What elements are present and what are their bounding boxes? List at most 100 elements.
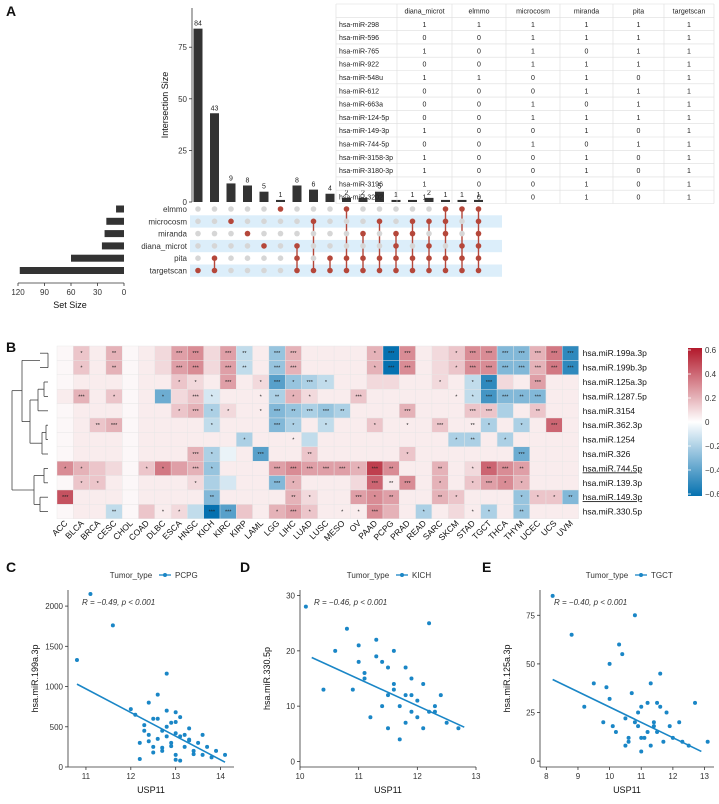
heatmap-cell	[121, 432, 139, 447]
table-cell: 1	[477, 75, 481, 82]
heatmap-cell	[219, 446, 237, 462]
table-cell: 1	[423, 48, 427, 55]
table-cell: 1	[637, 115, 641, 122]
heatmap-star: *	[211, 394, 214, 400]
matrix-dot-filled	[360, 255, 366, 261]
heatmap-cell	[333, 345, 351, 361]
heatmap-col-label: KICH	[195, 518, 216, 539]
scatter-point	[173, 757, 178, 762]
scatter-point	[639, 735, 644, 740]
heatmap-row-label: hsa.miR.125a.3p	[583, 377, 648, 387]
heatmap-star: **	[242, 351, 247, 357]
matrix-dot-empty	[244, 255, 251, 261]
heatmap-star: *	[504, 481, 507, 487]
matrix-dot-empty	[244, 206, 251, 212]
table-cell: 1	[637, 142, 641, 149]
heatmap-star: ***	[225, 380, 232, 386]
scatter-point	[88, 592, 93, 597]
table-cell: 1	[423, 195, 427, 202]
heatmap-cell	[268, 432, 286, 447]
intersection-bar	[474, 199, 483, 202]
scatter-point	[155, 716, 160, 721]
heatmap-cell	[236, 417, 253, 433]
matrix-dot-empty	[294, 206, 300, 212]
heatmap-cell	[448, 417, 465, 433]
intersection-bar	[375, 191, 384, 202]
heatmap-cell	[285, 446, 302, 462]
intersection-y-label: Intersection Size	[160, 72, 170, 139]
matrix-dot-empty	[228, 267, 234, 274]
matrix-dot-filled	[459, 206, 465, 212]
heatmap-cell	[496, 504, 514, 519]
scatter-y-tick-label: 500	[50, 723, 64, 732]
heatmap-cell	[431, 403, 449, 419]
scatter-point	[421, 726, 426, 731]
scatter-x-label-c: USP11	[137, 785, 165, 795]
scatter-point	[403, 720, 408, 725]
heatmap-star: ***	[192, 351, 199, 357]
heatmap-cell	[333, 389, 351, 404]
scatter-point	[427, 621, 432, 626]
heatmap-star: **	[519, 466, 524, 472]
matrix-dot-empty	[195, 218, 201, 225]
heatmap-cell	[236, 374, 253, 390]
heatmap-cell	[382, 446, 400, 462]
table-header-cell: targetscan	[673, 9, 706, 16]
heatmap-cell	[121, 360, 139, 375]
matrix-dot-empty	[393, 218, 399, 225]
scatter-x-label-e: USP11	[613, 785, 641, 795]
heatmap-cell	[138, 475, 155, 491]
scatter-point	[693, 700, 698, 705]
scatter-point	[623, 716, 628, 721]
heatmap-cell	[236, 403, 253, 419]
heatmap-star: *	[439, 481, 442, 487]
table-cell: 1	[687, 115, 691, 122]
heatmap-star: *	[374, 366, 377, 372]
table-cell: 1	[423, 22, 427, 29]
scatter-legend-label-e: TGCT	[651, 571, 673, 580]
heatmap-cell	[350, 432, 367, 447]
intersection-bar	[259, 191, 269, 202]
table-cell: 0	[423, 115, 427, 122]
matrix-dot-filled	[442, 230, 449, 237]
heatmap-cell	[268, 489, 286, 505]
heatmap-star: ***	[290, 510, 297, 516]
scatter-point	[386, 693, 390, 698]
intersection-bar	[441, 199, 450, 202]
heatmap-cell	[448, 446, 465, 462]
heatmap-cell	[415, 417, 433, 433]
heatmap-star: ***	[290, 351, 297, 357]
matrix-dot-empty	[327, 206, 333, 212]
heatmap-star: *	[455, 438, 458, 444]
heatmap-star: *	[455, 351, 458, 357]
heatmap-star: *	[227, 409, 230, 415]
table-cell: 1	[687, 48, 691, 55]
heatmap-star: ***	[111, 423, 118, 429]
heatmap-star: **	[471, 438, 476, 444]
scatter-point	[386, 726, 390, 731]
heatmap-cell	[333, 489, 351, 505]
heatmap-star: ***	[486, 409, 493, 415]
heatmap-cell	[513, 374, 530, 390]
heatmap-cell	[333, 432, 351, 447]
matrix-dot-empty	[277, 255, 284, 261]
heatmap-star: *	[97, 481, 100, 487]
heatmap-star: ***	[192, 409, 199, 415]
scatter-y-tick-label: 20	[286, 647, 295, 656]
table-cell: 0	[585, 142, 589, 149]
heatmap-cell	[562, 389, 579, 404]
heatmap-star: ***	[551, 351, 558, 357]
matrix-dot-empty	[261, 267, 267, 274]
heatmap-star: *	[357, 510, 360, 516]
heatmap-cell	[73, 374, 90, 390]
colorbar-tick-label: 0.4	[705, 370, 717, 379]
heatmap-cell	[154, 489, 172, 505]
matrix-dot-filled	[426, 255, 432, 261]
heatmap-cell	[121, 461, 139, 476]
heatmap-cell	[399, 374, 416, 390]
scatter-point	[607, 661, 612, 666]
scatter-point	[661, 739, 666, 744]
matrix-dot-filled	[459, 255, 465, 261]
heatmap-cell	[366, 432, 384, 447]
heatmap-cell	[545, 374, 563, 390]
